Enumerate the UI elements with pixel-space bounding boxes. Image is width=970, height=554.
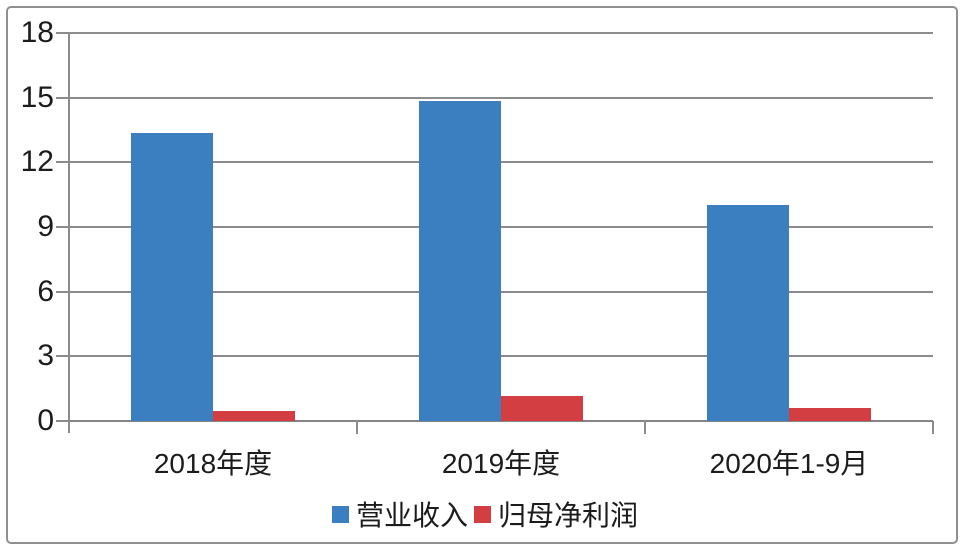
bar-series2-cat1: [213, 411, 295, 421]
legend-swatch-icon: [474, 505, 491, 523]
y-axis-tick: [56, 32, 69, 34]
gridline: [69, 32, 933, 34]
gridline: [69, 96, 933, 99]
bar-series1-cat1: [131, 133, 213, 421]
y-axis-tick: [56, 226, 69, 228]
gridline: [69, 290, 933, 293]
gridline: [69, 161, 933, 164]
legend-item-series2: 归母净利润: [474, 494, 638, 534]
legend-item-series1: 营业收入: [331, 494, 468, 534]
y-axis-tick-label: 12: [20, 145, 54, 179]
y-axis-tick-label: 6: [37, 274, 54, 308]
gridline: [69, 355, 933, 358]
y-axis-tick: [56, 420, 69, 422]
legend-label: 营业收入: [355, 500, 468, 531]
y-axis-tick: [56, 355, 69, 358]
x-axis-tick: [932, 421, 934, 434]
y-axis-line: [68, 33, 70, 433]
x-axis-category-label: 2020年1-9月: [709, 448, 869, 479]
y-axis-tick: [56, 290, 69, 293]
y-axis-tick: [56, 161, 69, 164]
x-axis-tick: [644, 421, 646, 434]
y-axis-tick-label: 18: [20, 16, 54, 49]
bar-series1-cat2: [419, 100, 501, 421]
y-axis-tick: [56, 96, 69, 99]
y-axis-tick-label: 3: [37, 339, 54, 373]
x-axis-tick: [356, 421, 358, 434]
bar-series2-cat2: [501, 396, 583, 421]
y-axis-tick-label: 0: [37, 404, 54, 437]
x-axis-category-label: 2019年度: [441, 448, 561, 479]
bar-series2-cat3: [789, 408, 871, 421]
plot-area: [69, 32, 933, 422]
bar-series1-cat3: [707, 205, 789, 421]
legend-label: 归母净利润: [498, 500, 639, 531]
x-axis-line: [69, 420, 933, 422]
legend-swatch-icon: [331, 505, 349, 523]
chart-legend: 营业收入 归母净利润: [0, 494, 970, 534]
y-axis-tick-label: 15: [20, 80, 54, 114]
y-axis-tick-label: 9: [37, 210, 54, 243]
x-axis-category-label: 2018年度: [153, 448, 273, 479]
gridline: [69, 226, 933, 228]
